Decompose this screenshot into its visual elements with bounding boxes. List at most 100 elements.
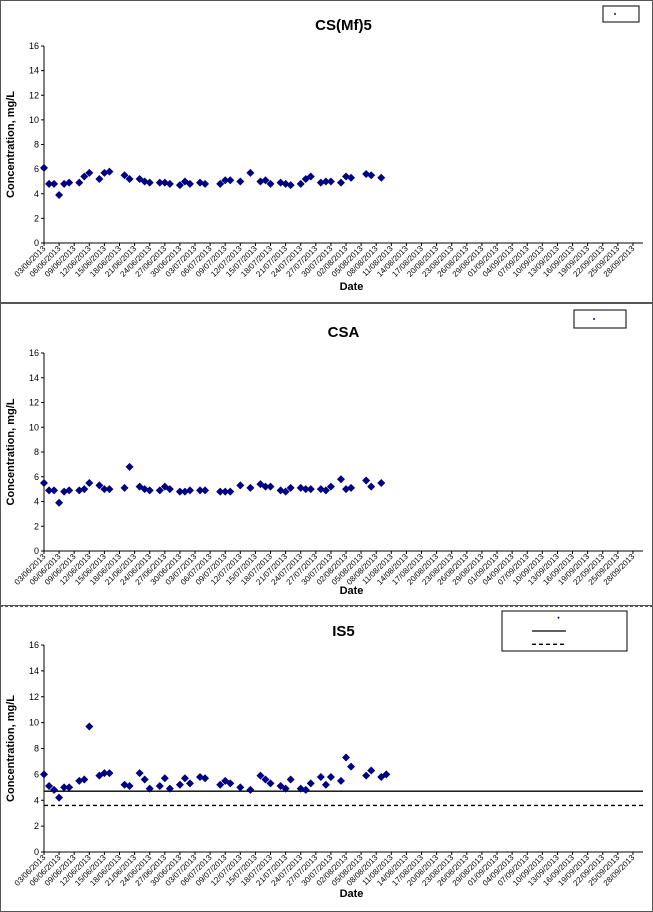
data-point [185,779,194,788]
data-point [321,486,330,495]
data-point [347,483,356,492]
data-point [226,779,235,788]
data-point [60,783,69,792]
data-point [377,173,386,182]
data-point [306,485,315,494]
data-point [316,772,325,781]
data-point [100,769,109,778]
data-point [377,478,386,487]
data-point [165,784,174,793]
data-point [306,779,315,788]
data-point [40,478,48,487]
data-point [55,190,64,199]
data-point [226,176,235,185]
data-point [185,486,194,495]
data-point [65,178,74,187]
y-tick-label: 6 [34,164,39,174]
y-tick-label: 4 [34,189,39,199]
data-point [301,785,310,794]
data-point [120,171,129,180]
data-point [326,482,335,491]
data-point [50,785,59,794]
data-point [336,776,345,785]
data-point [125,462,134,471]
x-axis-label: Date [340,585,364,597]
data-point [65,486,74,495]
x-axis-label: Date [340,888,364,900]
y-axis-label: Concentration, mg/L [5,91,17,198]
legend-marker [592,317,596,321]
y-tick-label: 10 [29,718,39,728]
legend-marker [557,616,560,619]
data-point [306,172,315,181]
data-point [286,775,295,784]
data-point [105,769,114,778]
data-point [85,168,94,177]
data-point [296,179,305,188]
y-tick-label: 12 [29,692,39,702]
y-tick-label: 8 [34,447,39,457]
data-point [160,774,169,783]
data-point [347,762,356,771]
data-point [362,771,371,780]
data-point [105,167,114,176]
data-point [261,775,270,784]
data-point [367,171,376,180]
data-point [175,181,184,190]
y-axis-label: Concentration, mg/L [5,695,17,802]
data-point [45,486,54,495]
y-tick-label: 10 [29,115,39,125]
y-tick-label: 0 [34,238,39,248]
data-point [185,179,194,188]
data-point [155,486,164,495]
data-point [95,174,104,183]
data-point [336,178,345,187]
data-point [165,485,174,494]
y-tick-label: 2 [34,821,39,831]
y-tick-label: 12 [29,398,39,408]
chart-panel-csa [0,303,653,606]
data-point [246,785,255,794]
y-tick-label: 4 [34,497,39,507]
y-tick-label: 0 [34,546,39,556]
data-point [40,163,48,172]
data-point [201,774,210,783]
data-point [135,769,144,778]
data-point [120,483,129,492]
data-point [45,179,54,188]
data-point [65,783,74,792]
data-point [95,481,104,490]
y-axis-label: Concentration, mg/L [5,398,17,505]
data-point [125,782,134,791]
data-point [55,498,64,507]
data-point [286,181,295,190]
y-tick-label: 0 [34,847,39,857]
data-point [246,483,255,492]
x-axis-label: Date [340,281,364,293]
data-point [80,775,89,784]
data-point [326,177,335,186]
y-tick-label: 14 [29,66,39,76]
data-point [342,753,351,762]
data-point [281,784,290,793]
data-point [221,176,230,185]
data-point [321,177,330,186]
data-point [50,486,59,495]
data-point [45,782,54,791]
data-point [175,780,184,789]
data-point [145,486,154,495]
data-point [236,177,245,186]
data-point [40,770,48,779]
y-tick-label: 14 [29,666,39,676]
data-point [145,784,154,793]
data-point [256,771,265,780]
data-point [281,487,290,496]
legend-box [602,5,640,23]
data-point [266,779,275,788]
data-point [201,486,210,495]
data-point [216,179,225,188]
data-point [216,780,225,789]
data-point [155,178,164,187]
data-point [266,482,275,491]
data-point [367,482,376,491]
